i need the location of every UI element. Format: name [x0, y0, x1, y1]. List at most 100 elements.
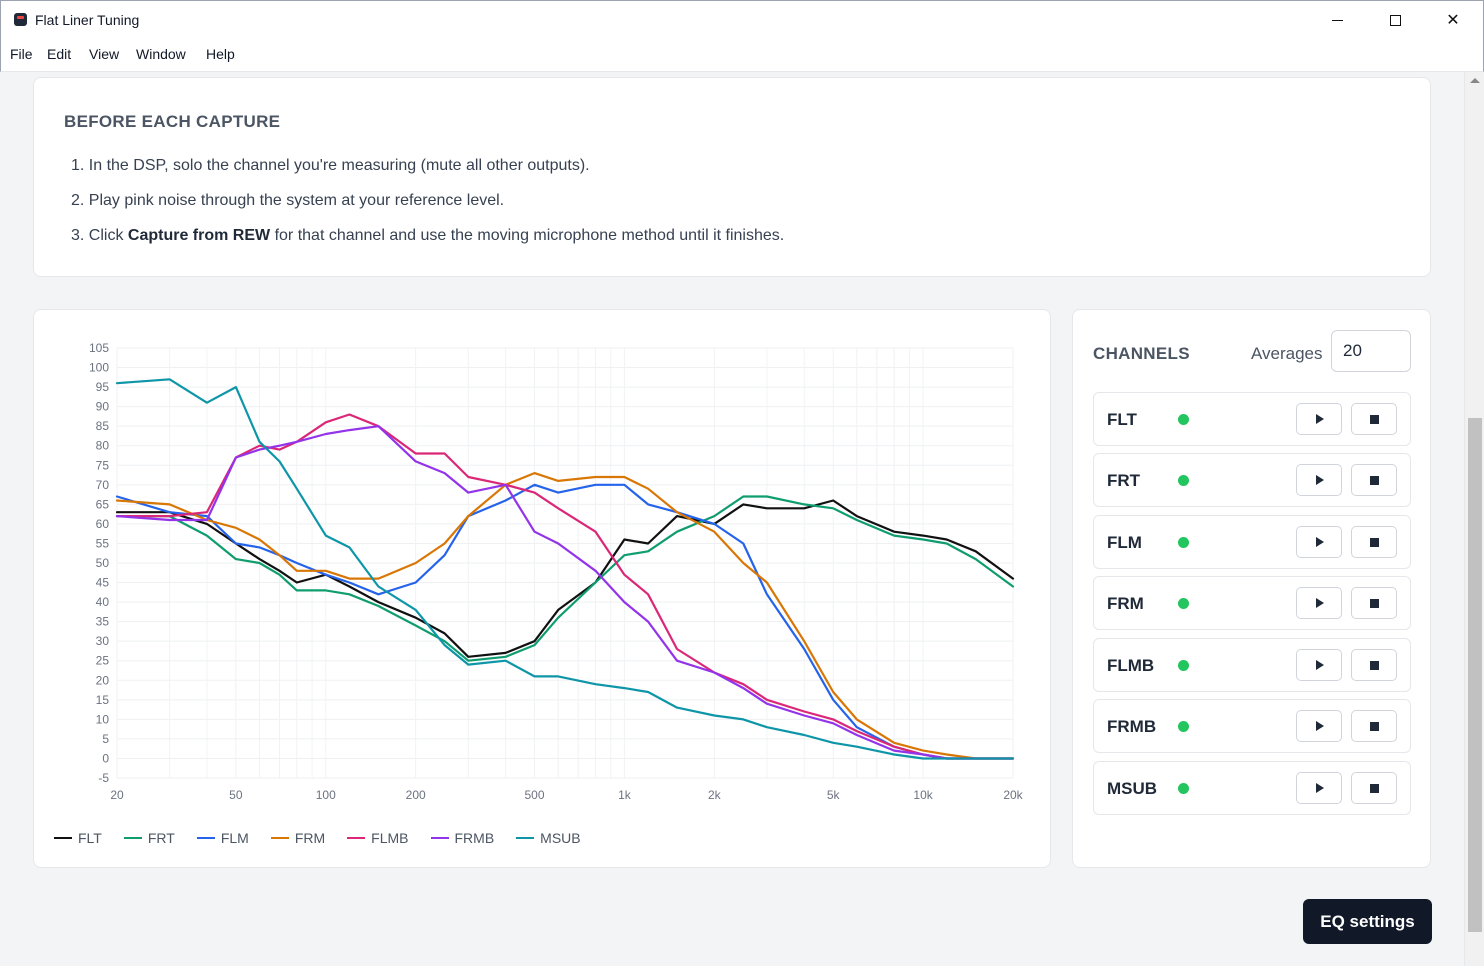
y-tick-label: 75 [96, 458, 110, 472]
y-tick-label: 60 [96, 517, 110, 531]
legend-item-frt[interactable]: FRT [123, 830, 175, 846]
step-number: 1. [71, 157, 85, 174]
y-tick-label: -5 [98, 771, 109, 785]
status-indicator [1178, 475, 1189, 486]
legend-swatch [347, 837, 366, 839]
averages-input[interactable] [1331, 330, 1411, 372]
series-line-frm [115, 472, 1015, 760]
x-tick-label: 10k [913, 788, 933, 802]
legend-label: FLT [78, 830, 102, 846]
legend-label: FRM [294, 830, 326, 846]
series-line-frmb [115, 425, 1015, 760]
chart-legend: FLT FRT FLM FRM FLMB FRMB MSUB [54, 830, 603, 846]
x-tick-label: 20k [1003, 788, 1023, 802]
channel-row-frm: FRM [1093, 576, 1411, 630]
close-button[interactable]: ✕ [1424, 1, 1482, 39]
legend-item-flm[interactable]: FLM [196, 830, 249, 846]
y-tick-label: 15 [96, 693, 110, 707]
legend-label: FLMB [371, 830, 409, 846]
y-tick-label: 105 [89, 341, 109, 355]
menu-file[interactable]: File [10, 46, 33, 62]
y-tick-label: 90 [96, 400, 110, 414]
x-tick-label: 1k [618, 788, 632, 802]
menu-help[interactable]: Help [206, 46, 235, 62]
instructions-heading: BEFORE EACH CAPTURE [64, 112, 281, 131]
y-tick-label: 35 [96, 615, 110, 629]
status-indicator [1178, 414, 1189, 425]
x-tick-label: 50 [229, 788, 243, 802]
stop-icon [1369, 414, 1379, 424]
legend-swatch [270, 837, 289, 839]
stop-button[interactable] [1351, 772, 1397, 804]
play-button[interactable] [1296, 403, 1342, 435]
legend-item-msub[interactable]: MSUB [516, 830, 581, 846]
stop-button[interactable] [1351, 403, 1397, 435]
minimize-button[interactable] [1308, 1, 1366, 39]
legend-item-flmb[interactable]: FLMB [347, 830, 409, 846]
x-tick-label: 5k [827, 788, 841, 802]
frequency-response-chart: 1051009590858075706560555045403530252015… [89, 341, 1024, 802]
window-title: Flat Liner Tuning [35, 12, 140, 28]
step-text: Click [88, 227, 128, 244]
channel-row-flmb: FLMB [1093, 638, 1411, 692]
step-text: for that channel and use the moving micr… [270, 227, 785, 244]
play-button[interactable] [1296, 526, 1342, 558]
play-button[interactable] [1296, 710, 1342, 742]
stop-button[interactable] [1351, 526, 1397, 558]
channels-card: CHANNELS Averages FLT FRT FLM FRM FLMB FRMB MS… [1072, 309, 1431, 868]
step-text: Play pink noise through the system at yo… [88, 192, 505, 209]
stop-button[interactable] [1351, 587, 1397, 619]
minimize-icon [1331, 19, 1343, 21]
channel-row-flt: FLT [1093, 392, 1411, 446]
channel-name: FLMB [1107, 656, 1155, 675]
scroll-up-arrow-icon[interactable] [1470, 78, 1480, 83]
channel-name: MSUB [1107, 779, 1158, 798]
stop-button[interactable] [1351, 464, 1397, 496]
series-line-frt [115, 495, 1015, 662]
scroll-thumb[interactable] [1468, 418, 1482, 932]
play-button[interactable] [1296, 587, 1342, 619]
channel-name: FRM [1107, 594, 1144, 613]
step-number: 2. [71, 192, 85, 209]
stop-button[interactable] [1351, 649, 1397, 681]
step-number: 3. [71, 227, 85, 244]
y-tick-label: 5 [102, 732, 109, 746]
y-tick-label: 80 [96, 439, 110, 453]
channel-name: FLT [1107, 410, 1137, 429]
instruction-step: 3. Click Capture from REW for that chann… [71, 227, 784, 245]
legend-item-frmb[interactable]: FRMB [430, 830, 494, 846]
x-tick-label: 100 [316, 788, 336, 802]
y-tick-label: 30 [96, 634, 110, 648]
menu-edit[interactable]: Edit [47, 46, 72, 62]
app-logo-icon [14, 13, 27, 26]
legend-swatch [123, 837, 142, 839]
maximize-button[interactable] [1366, 1, 1424, 39]
legend-item-frm[interactable]: FRM [270, 830, 326, 846]
stop-icon [1369, 537, 1379, 547]
instruction-step: 2. Play pink noise through the system at… [71, 192, 504, 210]
status-indicator [1178, 783, 1189, 794]
eq-settings-button[interactable]: EQ settings [1303, 899, 1432, 944]
title-bar: Flat Liner Tuning ✕ [0, 0, 1484, 38]
legend-item-flt[interactable]: FLT [54, 830, 102, 846]
stop-icon [1369, 783, 1379, 793]
frequency-response-chart-card: 105 100 95 90 85 80 75 70 65 60 55 50 45 40 35 30 25 20 15… [33, 309, 1051, 868]
play-icon [1316, 721, 1324, 731]
x-tick-label: 20 [110, 788, 124, 802]
menu-window[interactable]: Window [136, 46, 186, 62]
play-icon [1316, 660, 1324, 670]
menu-view[interactable]: View [89, 46, 120, 62]
stop-button[interactable] [1351, 710, 1397, 742]
y-tick-label: 25 [96, 654, 110, 668]
scrollbar[interactable] [1464, 72, 1484, 966]
play-button[interactable] [1296, 772, 1342, 804]
series-line-flmb [115, 413, 1015, 760]
legend-label: MSUB [540, 830, 581, 846]
y-tick-label: 55 [96, 536, 110, 550]
stop-icon [1369, 721, 1379, 731]
play-icon [1316, 783, 1324, 793]
y-tick-label: 70 [96, 478, 110, 492]
play-button[interactable] [1296, 649, 1342, 681]
play-button[interactable] [1296, 464, 1342, 496]
channel-name: FRT [1107, 471, 1141, 490]
